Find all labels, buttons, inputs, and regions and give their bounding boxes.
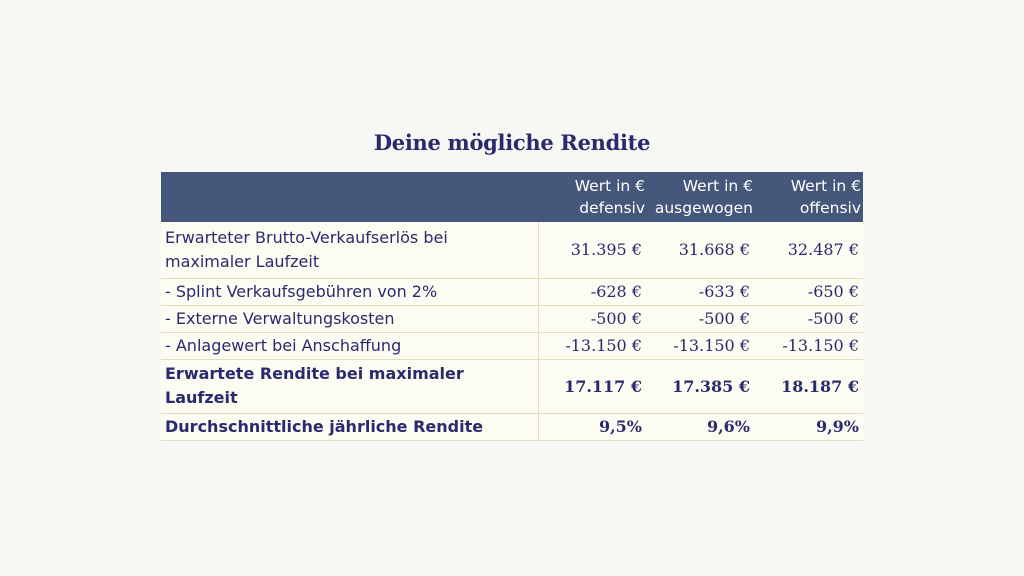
header-line2: offensiv (799, 199, 861, 217)
table-row-total-return: Erwartete Rendite bei maximaler Laufzeit… (161, 359, 863, 414)
table-row-annual-return: Durchschnittliche jährliche Rendite 9,5%… (161, 413, 863, 441)
table-header-row: Wert in € defensiv Wert in € ausgewogen … (161, 172, 863, 222)
header-line1: Wert in € (574, 177, 645, 195)
value-ausgewogen: -633 € (646, 278, 754, 306)
value-ausgewogen: 9,6% (646, 413, 754, 441)
header-line1: Wert in € (790, 177, 861, 195)
value-offensiv: -500 € (754, 305, 863, 333)
table-row: - Splint Verkaufsgebühren von 2% -628 € … (161, 278, 863, 306)
header-defensiv: Wert in € defensiv (538, 172, 646, 222)
value-defensiv: 31.395 € (538, 222, 646, 279)
value-offensiv: 32.487 € (754, 222, 863, 279)
value-offensiv: -650 € (754, 278, 863, 306)
table-row: - Externe Verwaltungskosten -500 € -500 … (161, 305, 863, 333)
value-offensiv: 9,9% (754, 413, 863, 441)
value-ausgewogen: 31.668 € (646, 222, 754, 279)
value-ausgewogen: -13.150 € (646, 332, 754, 360)
header-line1: Wert in € (682, 177, 753, 195)
page-title: Deine mögliche Rendite (373, 130, 651, 155)
header-offensiv: Wert in € offensiv (754, 172, 863, 222)
value-ausgewogen: 17.385 € (646, 359, 754, 414)
value-ausgewogen: -500 € (646, 305, 754, 333)
return-table: Wert in € defensiv Wert in € ausgewogen … (161, 172, 863, 441)
row-label: Erwartete Rendite bei maximaler Laufzeit (161, 359, 539, 414)
value-defensiv: -628 € (538, 278, 646, 306)
value-offensiv: 18.187 € (754, 359, 863, 414)
value-defensiv: -13.150 € (538, 332, 646, 360)
row-label: Erwarteter Brutto-Verkaufserlös bei maxi… (161, 222, 539, 279)
header-ausgewogen: Wert in € ausgewogen (646, 172, 754, 222)
value-defensiv: 9,5% (538, 413, 646, 441)
value-defensiv: 17.117 € (538, 359, 646, 414)
value-offensiv: -13.150 € (754, 332, 863, 360)
value-defensiv: -500 € (538, 305, 646, 333)
row-label: - Splint Verkaufsgebühren von 2% (161, 278, 539, 306)
table-row: Erwarteter Brutto-Verkaufserlös bei maxi… (161, 222, 863, 279)
row-label: - Anlagewert bei Anschaffung (161, 332, 539, 360)
row-label: - Externe Verwaltungskosten (161, 305, 539, 333)
table-row: - Anlagewert bei Anschaffung -13.150 € -… (161, 332, 863, 360)
header-line2: defensiv (579, 199, 645, 217)
header-label-cell (161, 172, 538, 222)
header-line2: ausgewogen (654, 199, 753, 217)
row-label: Durchschnittliche jährliche Rendite (161, 413, 539, 441)
